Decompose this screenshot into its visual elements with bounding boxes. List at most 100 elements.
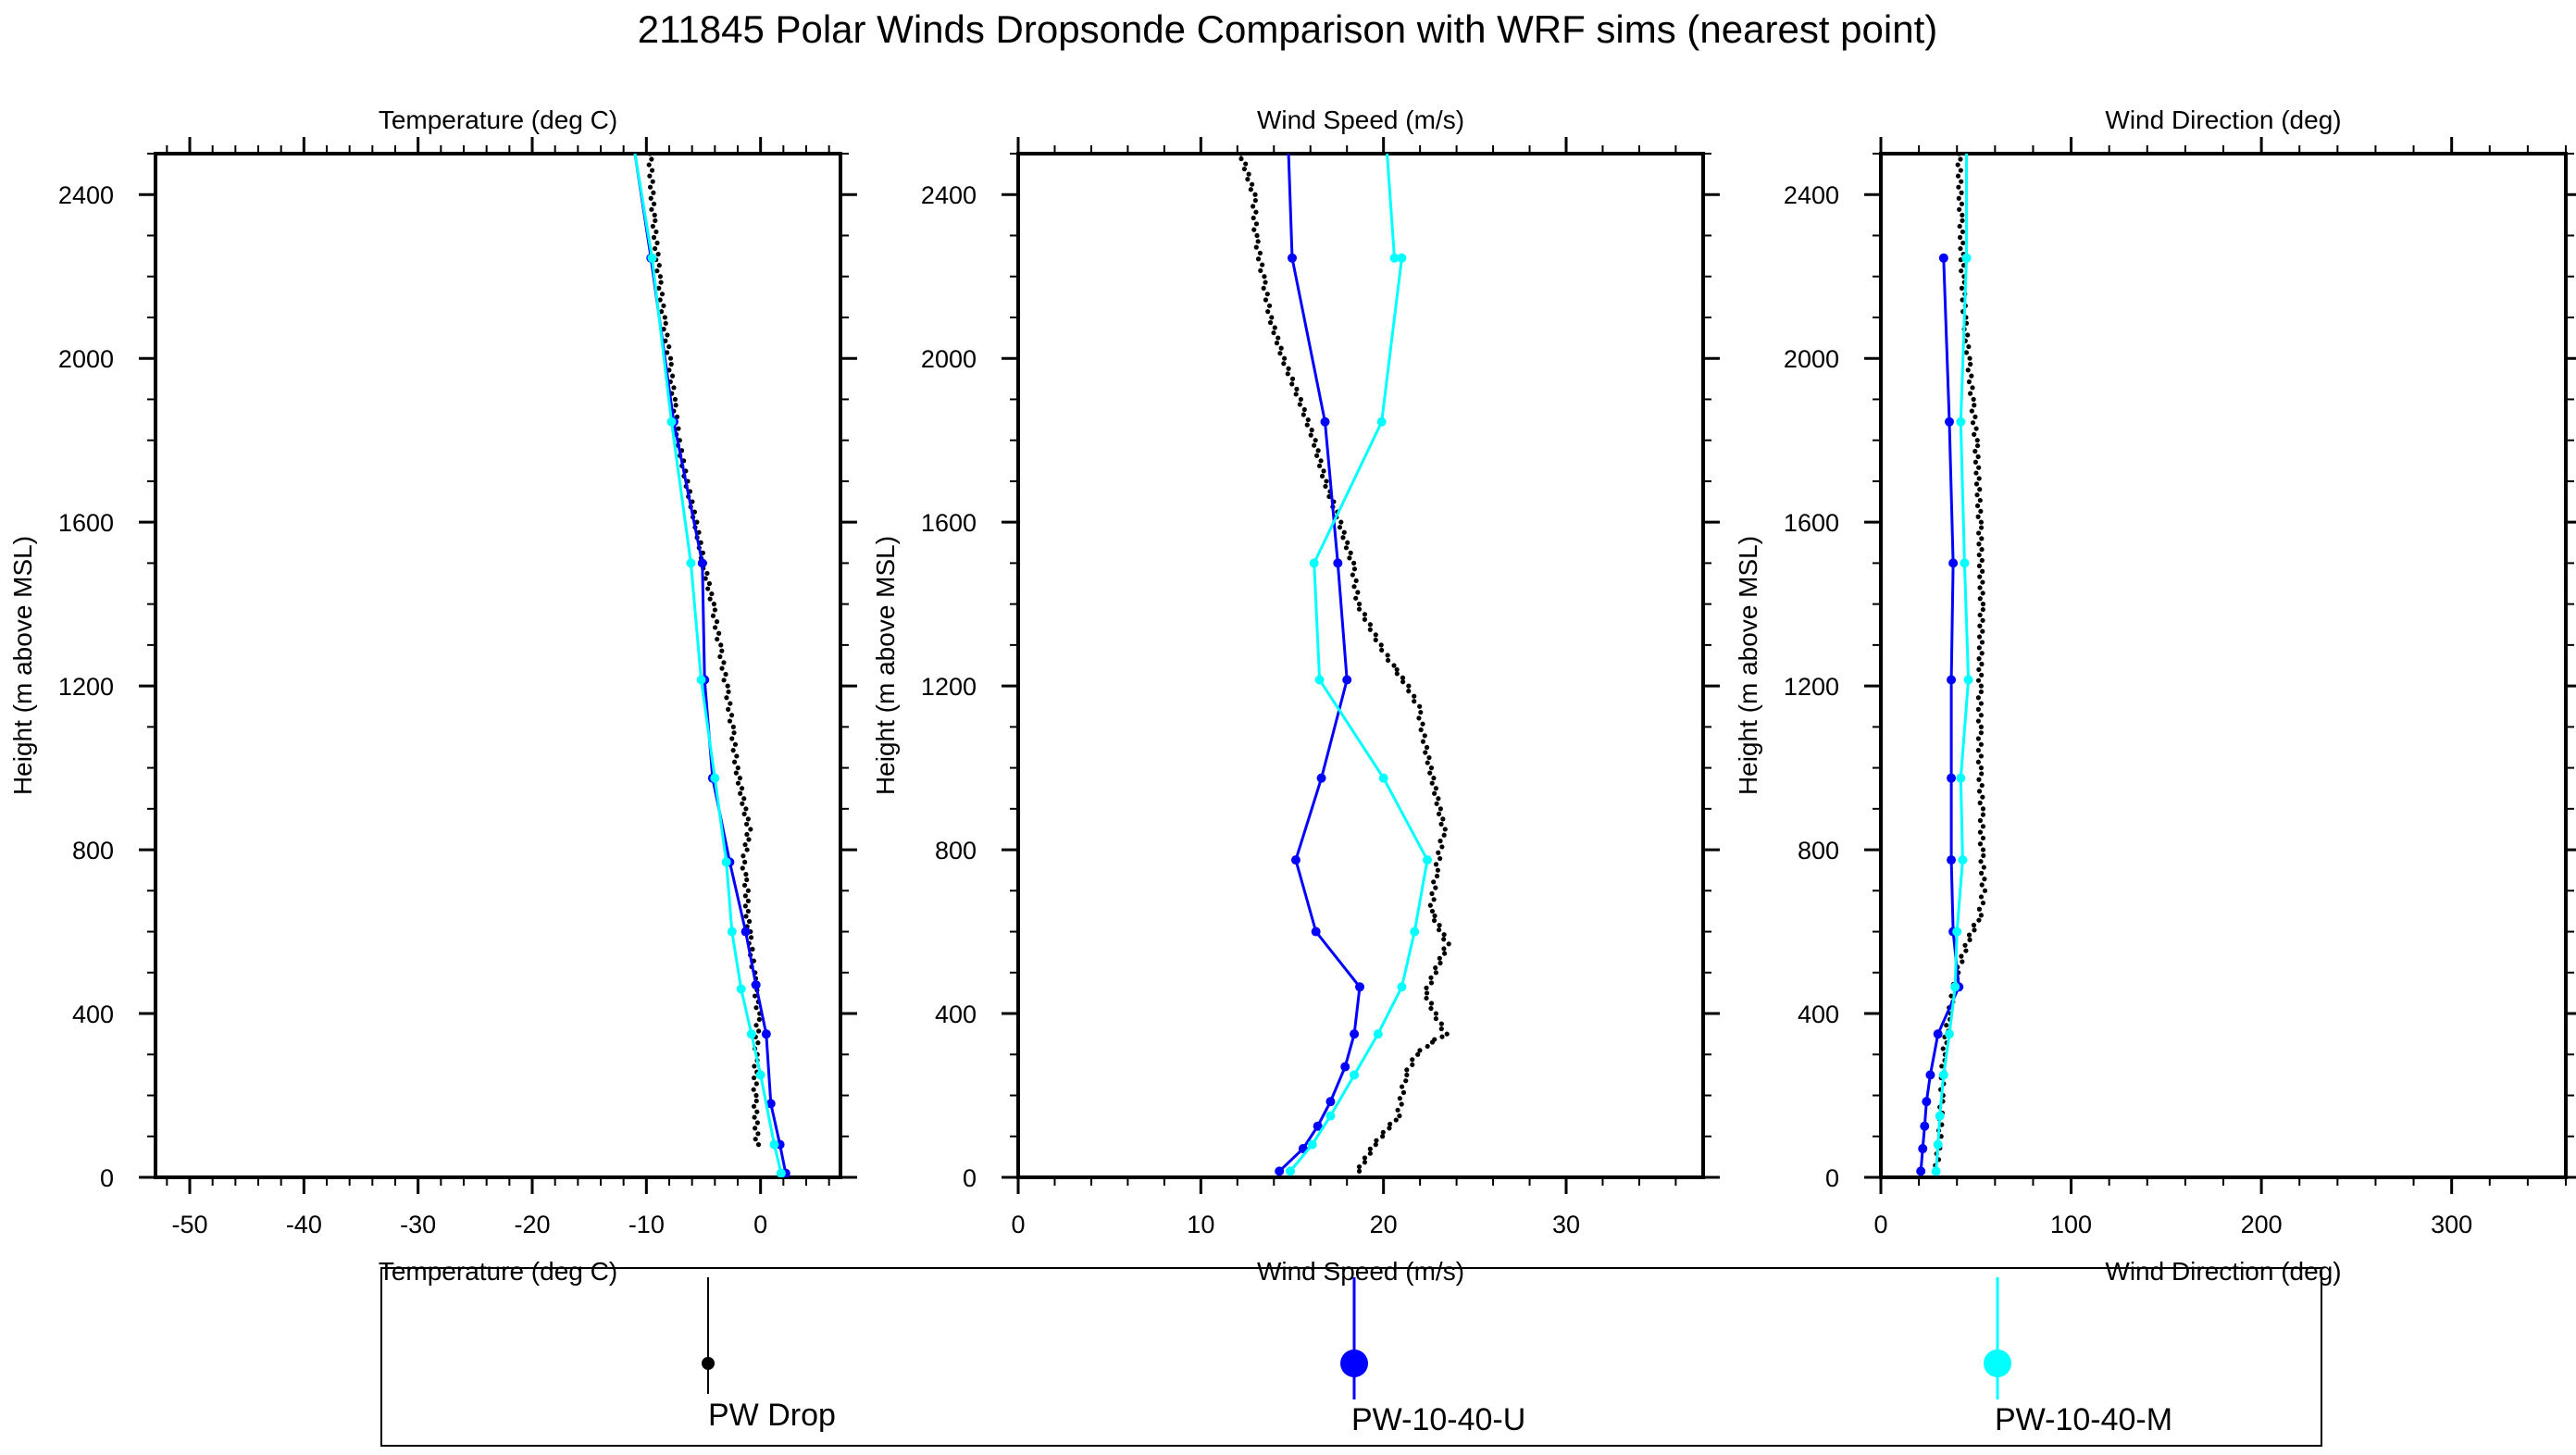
temperature-pw-drop-point: [731, 759, 738, 765]
temperature-pw-drop-point: [756, 1016, 762, 1022]
wind-direction-pw-drop-point: [1976, 476, 1982, 481]
wind-speed-pw-drop-point: [1345, 540, 1350, 545]
temperature-pw-drop-point: [728, 713, 735, 718]
wind-direction-pw-drop-point: [1975, 706, 1981, 713]
wind-direction-pw-drop-point: [1978, 765, 1984, 771]
wind-direction-pw-drop-point: [1938, 1134, 1944, 1139]
wind-direction-pw-10-40-m-marker: [1960, 558, 1970, 568]
wind-speed-pw-drop-point: [1437, 927, 1442, 933]
temperature-pw-drop-point: [742, 841, 748, 848]
wind-speed-pw-drop-point: [1380, 1134, 1386, 1139]
temperature-y-tick-label: 0: [100, 1164, 114, 1192]
wind-direction-pw-drop-point: [1958, 245, 1963, 252]
wind-speed-pw-drop-point: [1277, 351, 1283, 356]
wind-speed-pw-10-40-m-marker: [1397, 982, 1407, 992]
temperature-pw-10-40-m-marker: [710, 773, 720, 783]
wind-direction-y-axis-label: Height (m above MSL): [1734, 536, 1762, 795]
wind-speed-y-tick-label: 0: [963, 1164, 977, 1192]
wind-direction-pw-drop-point: [1972, 431, 1977, 437]
wind-speed-plot-frame: [1016, 152, 1705, 1179]
wind-speed-pw-drop-point: [1412, 699, 1417, 704]
wind-direction-pw-drop-point: [1970, 420, 1976, 426]
temperature-x-tick-label: -50: [171, 1211, 207, 1238]
wind-direction-pw-10-40-m-marker: [1950, 982, 1960, 992]
wind-direction-pw-drop-point: [1967, 391, 1973, 396]
wind-direction-pw-drop-point: [1967, 355, 1972, 361]
wind-speed-pw-drop-point: [1262, 274, 1267, 280]
wind-speed-pw-drop-point: [1250, 181, 1255, 187]
temperature-pw-drop-point: [756, 1028, 762, 1034]
wind-direction-pw-10-40-u-marker: [1947, 773, 1957, 783]
wind-speed-pw-drop-point: [1293, 392, 1299, 397]
wind-speed-pw-drop-point: [1395, 1107, 1400, 1113]
temperature-pw-drop-point: [739, 786, 745, 791]
wind-direction-pw-drop-point: [1975, 514, 1981, 519]
temperature-pw-drop-point: [656, 263, 662, 268]
wind-direction-pw-drop-point: [1959, 179, 1964, 184]
temperature-pw-drop-point: [725, 683, 730, 689]
temperature-pw-drop-point: [657, 274, 664, 280]
temperature-pw-10-40-m-marker: [721, 857, 731, 867]
temperature-pw-drop-point: [744, 877, 750, 883]
wind-direction-pw-10-40-m-marker: [1963, 675, 1973, 685]
wind-speed-pw-drop-point: [1348, 550, 1353, 555]
wind-speed-pw-drop-point: [1251, 215, 1256, 221]
wind-speed-pw-drop-point: [1367, 627, 1373, 632]
wind-speed-pw-drop-point: [1420, 739, 1426, 744]
wind-speed-pw-drop-point: [1425, 760, 1430, 765]
wind-direction-pw-drop-point: [1959, 201, 1965, 206]
temperature-pw-drop-point: [751, 1075, 757, 1081]
wind-direction-pw-10-40-u-marker: [1916, 1166, 1926, 1176]
wind-speed-pw-drop-point: [1422, 733, 1427, 739]
temperature-pw-drop-point: [659, 309, 665, 315]
wind-direction-pw-drop-point: [1981, 864, 1986, 870]
wind-direction-pw-drop-point: [1978, 724, 1984, 729]
wind-direction-pw-10-40-m-marker: [1958, 855, 1968, 865]
wind-speed-y-axis-label: Height (m above MSL): [871, 536, 900, 795]
wind-direction-pw-drop-point: [1978, 913, 1984, 918]
temperature-pw-drop-point: [658, 280, 664, 285]
wind-speed-pw-drop-point: [1263, 297, 1269, 303]
temperature-pw-drop-point: [745, 888, 751, 893]
temperature-pw-drop-point: [744, 821, 750, 827]
temperature-pw-drop-point: [651, 234, 657, 241]
temperature-pw-drop-point: [743, 806, 749, 812]
wind-speed-pw-drop-point: [1269, 315, 1275, 320]
wind-speed-pw-drop-point: [1424, 744, 1430, 751]
temperature-pw-drop-point: [652, 245, 658, 252]
wind-speed-pw-10-40-m-marker: [1397, 253, 1407, 263]
temperature-series: [633, 154, 790, 1177]
wind-speed-pw-drop-point: [1351, 560, 1357, 566]
wind-speed-pw-drop-point: [1367, 1146, 1373, 1152]
wind-speed-pw-drop-point: [1353, 578, 1359, 583]
wind-direction-pw-drop-point: [1979, 771, 1985, 777]
wind-speed-pw-drop-point: [1439, 844, 1445, 850]
wind-speed-pw-10-40-m-marker: [1389, 253, 1400, 263]
wind-speed-pw-drop-point: [1308, 432, 1313, 438]
temperature-pw-drop-point: [753, 1005, 759, 1011]
temperature-pw-drop-point: [730, 748, 736, 753]
temperature-pw-drop-point: [654, 240, 660, 246]
wind-direction-pw-drop-point: [1978, 730, 1984, 736]
wind-speed-pw-drop-point: [1347, 555, 1352, 561]
wind-speed-pw-drop-point: [1380, 1129, 1386, 1135]
wind-direction-panel: Wind Direction (deg) Wind Direction (deg…: [1734, 106, 2576, 1286]
wind-direction-pw-drop-point: [1976, 541, 1982, 547]
wind-speed-pw-drop-point: [1300, 412, 1306, 417]
wind-speed-pw-drop-point: [1418, 709, 1424, 715]
wind-speed-pw-drop-point: [1440, 816, 1446, 822]
wind-direction-pw-drop-point: [1977, 623, 1983, 628]
wind-direction-pw-drop-point: [1979, 782, 1985, 789]
wind-speed-pw-drop-point: [1265, 309, 1271, 315]
wind-direction-pw-drop-point: [1960, 218, 1965, 223]
temperature-pw-drop-point: [721, 678, 727, 683]
wind-direction-pw-drop-point: [1980, 628, 1985, 634]
wind-direction-pw-10-40-u-marker: [1938, 253, 1948, 263]
wind-speed-pw-drop-point: [1258, 267, 1263, 273]
temperature-pw-drop-point: [673, 403, 678, 408]
wind-direction-pw-drop-point: [1979, 547, 1985, 553]
wind-direction-pw-drop-point: [1980, 602, 1986, 607]
temperature-pw-drop-point: [704, 570, 710, 577]
wind-speed-pw-10-40-u-marker: [1316, 773, 1326, 783]
temperature-pw-drop-point: [748, 827, 753, 832]
